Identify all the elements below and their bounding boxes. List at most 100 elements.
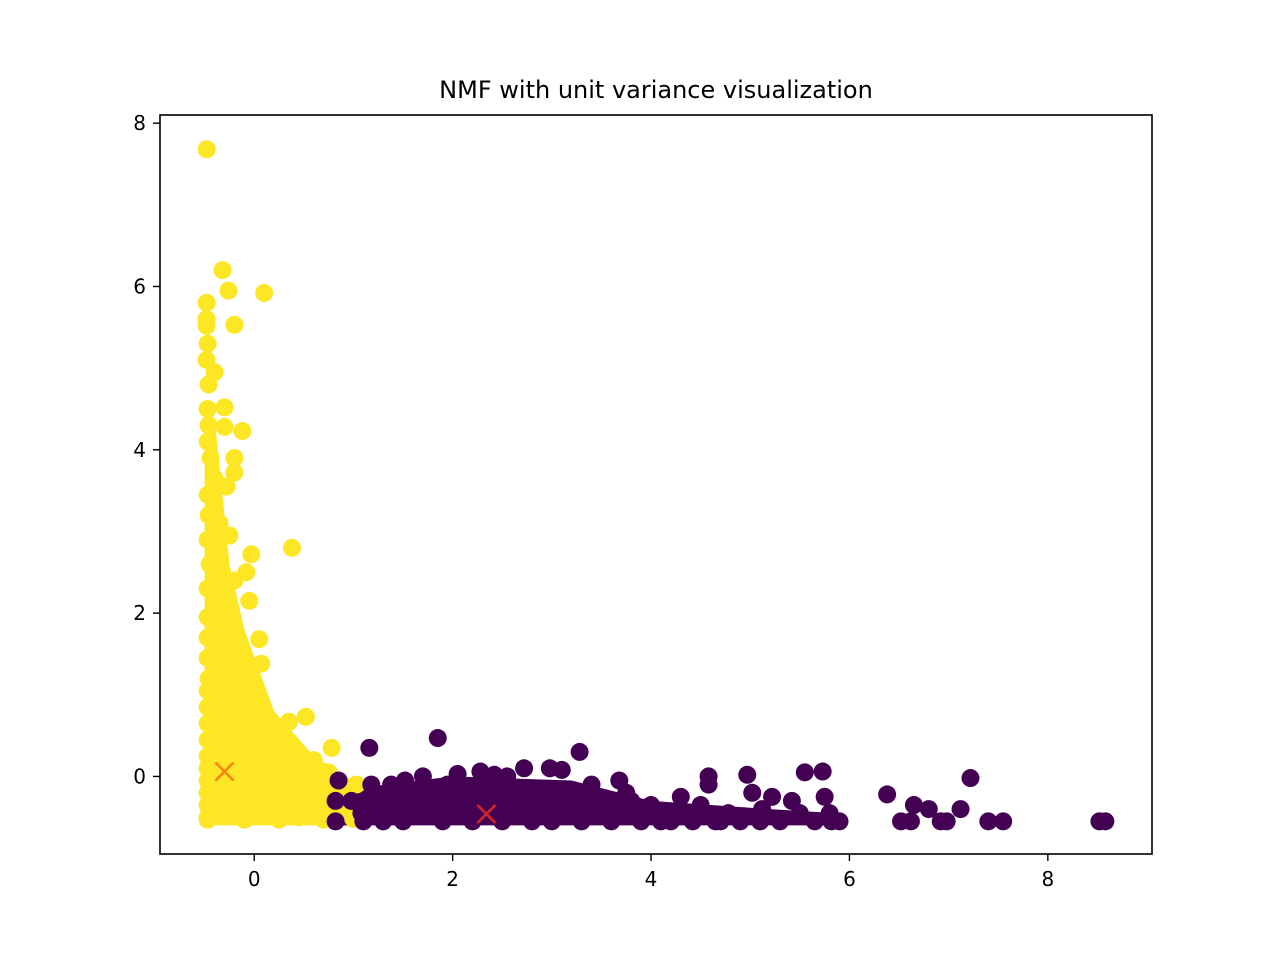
- data-point-series-1: [326, 812, 345, 831]
- data-point-series-1: [979, 812, 998, 831]
- data-point-series-0: [197, 293, 216, 312]
- data-point-series-1: [360, 738, 379, 757]
- data-point-series-1: [438, 775, 457, 794]
- data-point-series-0: [265, 726, 284, 745]
- data-point-series-1: [493, 812, 512, 831]
- y-tick-label: 2: [133, 601, 146, 625]
- data-point-series-1: [771, 812, 789, 831]
- data-point-series-0: [255, 755, 274, 774]
- data-point-series-1: [711, 812, 730, 831]
- data-point-series-0: [279, 791, 298, 810]
- data-point-series-1: [485, 765, 504, 784]
- data-point-series-1: [961, 769, 980, 788]
- data-point-series-0: [225, 742, 244, 761]
- data-point-series-1: [671, 787, 690, 806]
- data-points: [197, 140, 1115, 831]
- data-point-series-0: [304, 751, 323, 770]
- data-point-series-1: [743, 783, 762, 802]
- x-axis: 0 2 4 6 8: [248, 854, 1054, 891]
- data-point-series-1: [382, 775, 401, 794]
- data-point-series-0: [197, 316, 216, 335]
- data-point-series-1: [396, 771, 415, 790]
- data-point-series-0: [250, 630, 269, 649]
- data-point-series-0: [220, 526, 239, 545]
- data-point-series-0: [198, 714, 217, 733]
- centroid-marker-1: [476, 804, 497, 824]
- data-point-series-1: [691, 796, 710, 815]
- data-point-series-0: [255, 284, 274, 303]
- data-point-series-1: [342, 791, 361, 810]
- data-point-series-1: [523, 812, 541, 831]
- data-point-series-1: [994, 812, 1013, 831]
- data-point-series-1: [815, 787, 834, 806]
- data-point-series-1: [642, 796, 661, 815]
- data-point-series-1: [951, 800, 970, 819]
- y-tick-label: 4: [133, 438, 146, 462]
- data-point-series-1: [878, 785, 897, 804]
- data-point-series-1: [632, 812, 651, 831]
- data-point-series-0: [198, 628, 217, 647]
- data-point-series-1: [542, 812, 561, 831]
- data-point-series-0: [198, 681, 217, 700]
- x-tick-label: 2: [446, 867, 459, 891]
- data-point-series-1: [602, 812, 621, 831]
- data-point-series-1: [813, 762, 832, 781]
- centroid-stroke: [214, 761, 235, 782]
- data-point-series-0: [284, 763, 303, 782]
- data-point-series-0: [215, 417, 234, 436]
- data-point-series-1: [326, 791, 345, 810]
- data-point-series-1: [515, 759, 534, 778]
- data-point-series-0: [198, 530, 217, 549]
- y-tick-label: 0: [133, 764, 146, 788]
- data-point-series-0: [199, 416, 218, 435]
- data-point-series-0: [215, 398, 234, 417]
- chart-title: NMF with unit variance visualization: [439, 76, 873, 104]
- data-point-series-1: [570, 742, 589, 761]
- y-tick-label: 6: [133, 274, 146, 298]
- data-point-series-0: [199, 375, 218, 394]
- data-point-series-0: [225, 315, 244, 334]
- data-point-series-0: [210, 514, 229, 533]
- data-point-series-1: [473, 783, 492, 802]
- data-point-series-0: [215, 661, 234, 680]
- data-point-series-1: [919, 800, 938, 819]
- data-point-series-1: [661, 812, 680, 831]
- data-point-series-0: [198, 730, 217, 749]
- data-point-series-0: [242, 545, 261, 564]
- data-point-series-0: [347, 775, 366, 794]
- data-point-series-0: [252, 654, 271, 673]
- data-point-series-0: [245, 787, 264, 806]
- data-point-series-1: [428, 729, 447, 748]
- data-point-series-1: [763, 787, 782, 806]
- data-point-series-0: [225, 463, 244, 482]
- plot-frame: [159, 114, 1153, 855]
- data-point-series-1: [892, 812, 911, 831]
- data-point-series-1: [622, 791, 641, 810]
- x-tick-label: 8: [1041, 867, 1054, 891]
- data-point-series-1: [830, 812, 849, 831]
- y-tick-label: 8: [133, 111, 146, 135]
- data-point-series-1: [751, 812, 770, 831]
- data-point-series-0: [235, 710, 254, 729]
- data-point-series-0: [198, 579, 217, 598]
- data-point-series-1: [610, 771, 629, 790]
- y-axis: 0 2 4 6 8: [133, 111, 160, 788]
- data-point-series-0: [225, 448, 244, 467]
- data-point-series-0: [215, 595, 234, 614]
- data-point-series-0: [270, 810, 289, 829]
- data-point-series-0: [235, 673, 254, 692]
- data-point-series-1: [374, 812, 393, 831]
- data-point-series-0: [240, 591, 259, 610]
- data-point-series-0: [198, 485, 217, 504]
- x-tick-label: 4: [645, 867, 658, 891]
- data-point-series-1: [931, 812, 950, 831]
- data-point-series-1: [471, 762, 490, 781]
- data-point-series-0: [217, 477, 236, 496]
- data-point-series-1: [354, 812, 373, 831]
- data-point-series-1: [1090, 812, 1109, 831]
- centroid-marker-0: [214, 761, 235, 782]
- data-point-series-0: [215, 726, 234, 745]
- data-point-series-0: [198, 432, 217, 451]
- data-point-series-0: [197, 140, 216, 159]
